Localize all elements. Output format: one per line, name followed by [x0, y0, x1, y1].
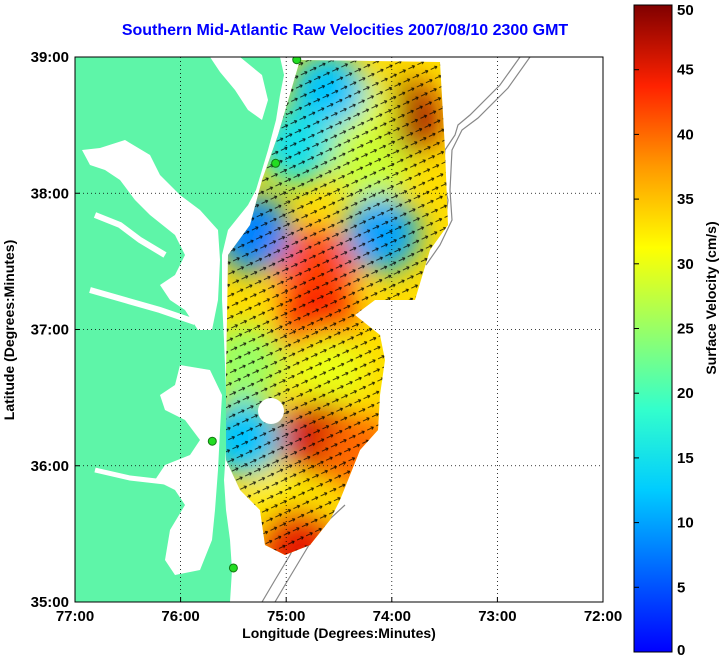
- y-axis-label: Latitude (Degrees:Minutes): [1, 240, 17, 420]
- radar-station: [271, 158, 281, 168]
- x-tick-label: 72:00: [584, 608, 622, 625]
- data-gap: [258, 398, 284, 424]
- potomac-river: [93, 212, 167, 258]
- x-tick-label: 77:00: [56, 608, 94, 625]
- radar-station: [207, 436, 217, 446]
- colorbar-tick-label: 15: [677, 450, 694, 467]
- colorbar: [633, 4, 673, 653]
- y-axis-ticks: 39:00 38:00 37:00 36:00 35:00: [31, 49, 80, 611]
- colorbar-tick-label: 5: [677, 579, 685, 596]
- james-river: [89, 287, 196, 325]
- x-tick-label: 75:00: [267, 608, 305, 625]
- colorbar-tick-label: 0: [677, 642, 685, 659]
- y-tick-label: 38:00: [31, 185, 69, 202]
- y-tick-label: 37:00: [31, 322, 69, 339]
- delaware-bay: [210, 57, 268, 120]
- pamlico-river: [94, 467, 166, 485]
- colorbar-tick-label: 20: [677, 385, 694, 402]
- y-tick-label: 39:00: [31, 49, 69, 66]
- x-axis-ticks: 77:00 76:00 75:00 74:00 73:00 72:00: [56, 597, 622, 625]
- colorbar-tick-label: 25: [677, 321, 694, 338]
- x-axis-label: Longitude (Degrees:Minutes): [242, 625, 436, 641]
- colorbar-tick-label: 30: [677, 256, 694, 273]
- bathymetry-contour: [425, 57, 531, 266]
- station-markers: [207, 57, 302, 573]
- radar-station: [228, 563, 238, 573]
- radar-station: [292, 57, 302, 65]
- x-tick-label: 74:00: [373, 608, 411, 625]
- chesapeake-bay: [82, 140, 220, 330]
- x-tick-label: 76:00: [161, 608, 199, 625]
- map-title: Southern Mid-Atlantic Raw Velocities 200…: [121, 22, 569, 39]
- colorbar-tick-label: 35: [677, 191, 694, 208]
- x-tick-label: 73:00: [478, 608, 516, 625]
- y-tick-label: 36:00: [31, 458, 69, 475]
- pamlico-sound: [155, 365, 222, 575]
- grid-lines: [75, 57, 603, 602]
- colorbar-tick-label: 50: [677, 2, 694, 19]
- colorbar-tick-label: 10: [677, 515, 694, 532]
- y-tick-label: 35:00: [31, 594, 69, 611]
- colorbar-tick-label: 40: [677, 126, 694, 143]
- colorbar-label: Surface Velocity (cm/s): [703, 221, 719, 374]
- colorbar-tick-label: 45: [677, 62, 694, 79]
